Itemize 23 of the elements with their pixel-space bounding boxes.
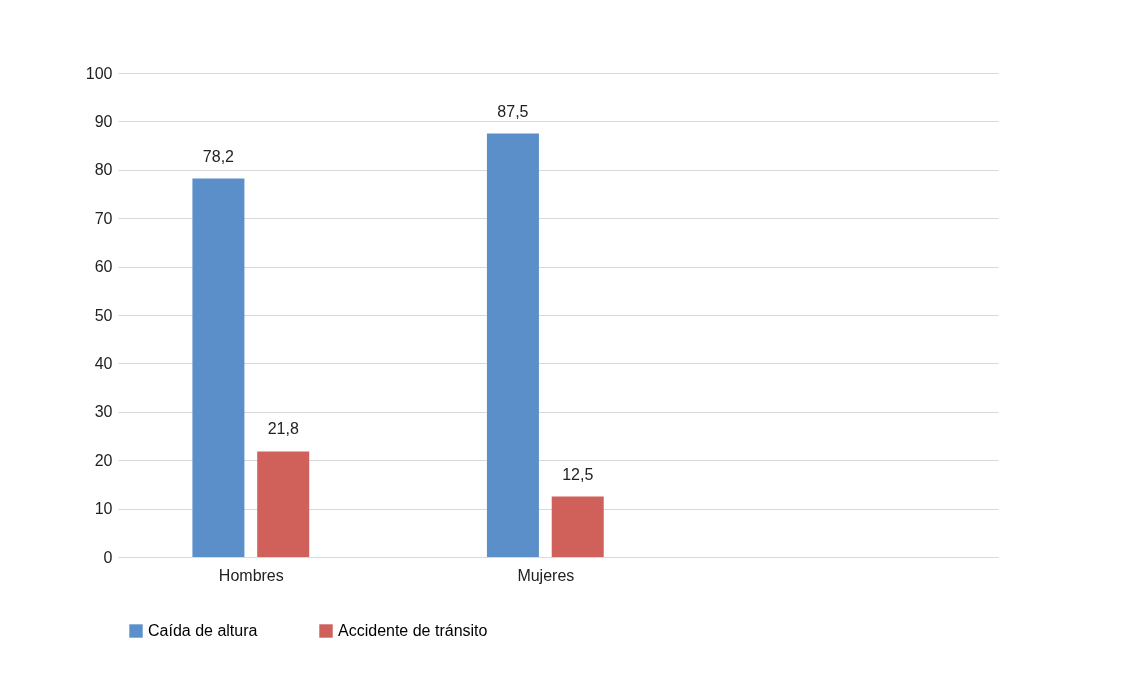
- y-tick-label: 50: [94, 306, 113, 324]
- bar: [192, 178, 245, 557]
- y-tick-label: 10: [94, 500, 113, 518]
- legend-label: Caída de altura: [148, 622, 258, 639]
- y-tick-label: 60: [94, 258, 113, 276]
- y-tick-label: 40: [94, 354, 113, 372]
- y-tick-label: 70: [94, 209, 113, 227]
- bar: [486, 133, 539, 557]
- legend-label: Accidente de tránsito: [338, 622, 488, 639]
- bar: [257, 451, 310, 557]
- data-label: 21,8: [267, 420, 299, 438]
- y-tick-label: 80: [94, 161, 113, 179]
- y-tick-label: 20: [94, 451, 113, 469]
- y-tick-label: 100: [85, 64, 113, 82]
- data-label: 78,2: [202, 147, 235, 165]
- data-label: 12,5: [562, 465, 594, 483]
- y-tick-label: 0: [103, 548, 113, 566]
- x-tick-label: Hombres: [218, 566, 284, 584]
- y-tick-label: 90: [94, 112, 113, 130]
- bar: [551, 496, 604, 557]
- data-label: 87,5: [497, 102, 529, 120]
- y-tick-label: 30: [94, 403, 113, 421]
- x-tick-label: Mujeres: [517, 566, 575, 584]
